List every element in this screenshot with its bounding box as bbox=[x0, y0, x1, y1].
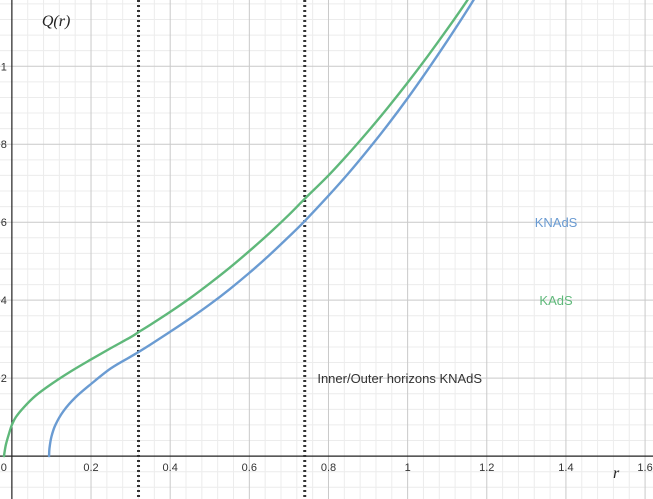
labels: r Q(r) bbox=[42, 13, 620, 482]
tick-labels: 0 0.2 0.4 0.6 0.8 1 1.2 1.4 1.6 0.2 0.4 0.6 0.8 1 bbox=[0, 61, 653, 474]
y-tick-label: 1 bbox=[1, 61, 7, 73]
x-tick-label: 0.4 bbox=[163, 462, 178, 474]
x-tick-label: 0.8 bbox=[321, 462, 336, 474]
x-tick-label: 0.2 bbox=[83, 462, 98, 474]
x-tick-label: 1.4 bbox=[558, 462, 573, 474]
y-tick-label: 0.4 bbox=[0, 295, 7, 307]
annotation-horizons: Inner/Outer horizons KNAdS bbox=[317, 371, 482, 386]
legend-label-kads: KAdS bbox=[539, 293, 573, 308]
y-tick-label: 0.8 bbox=[0, 139, 7, 151]
annotations: Inner/Outer horizons KNAdS bbox=[317, 371, 482, 386]
x-tick-label: 1.2 bbox=[479, 462, 494, 474]
series-line-knads bbox=[47, 0, 475, 458]
y-axis-label: Q(r) bbox=[42, 13, 70, 30]
x-tick-label: 1.6 bbox=[637, 462, 652, 474]
x-tick-label: 0.6 bbox=[242, 462, 257, 474]
y-tick-label: 0.6 bbox=[0, 217, 7, 229]
x-tick-label: 1 bbox=[405, 462, 411, 474]
y-tick-label: 0.2 bbox=[0, 373, 7, 385]
x-tick-label: 0 bbox=[1, 462, 7, 474]
legend-label-knads: KNAdS bbox=[535, 215, 578, 230]
series-lines bbox=[2, 0, 475, 458]
legend: KNAdS KAdS bbox=[535, 215, 578, 308]
horizon-lines bbox=[137, 0, 307, 499]
x-axis-label: r bbox=[613, 465, 620, 482]
series-line-kads bbox=[2, 0, 469, 458]
